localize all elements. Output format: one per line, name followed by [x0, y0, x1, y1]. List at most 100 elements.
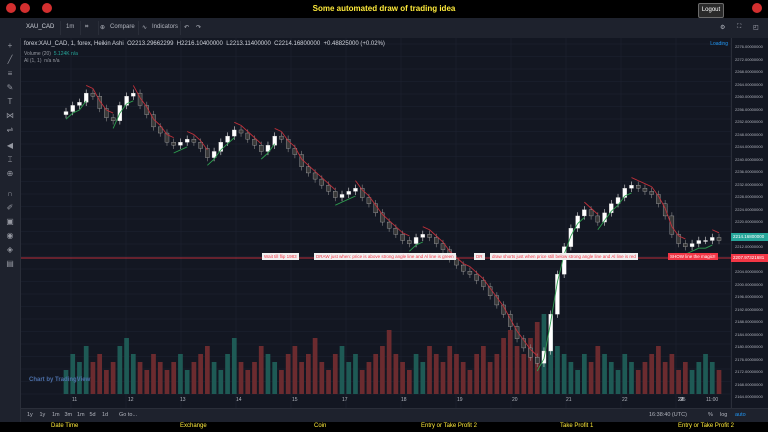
volume-label[interactable]: Volume (20) — [24, 51, 51, 57]
al-line-segment — [274, 128, 282, 132]
zoom-icon[interactable]: ⊕ — [6, 169, 14, 178]
compare-icon[interactable]: ⊕ — [100, 25, 106, 31]
time-tick: 25 — [680, 397, 686, 403]
price-axis[interactable]: 2276.00000000 2272.00000000 2268.00000000 2… — [731, 38, 768, 408]
al-line-segment — [442, 241, 451, 252]
al-label[interactable]: Al (1, 1) — [24, 58, 42, 64]
annotation-dr[interactable]: DR — [474, 253, 485, 260]
price-chart[interactable] — [21, 38, 732, 408]
price-tick: 2172.00000000 — [735, 369, 763, 374]
candle-body — [629, 185, 634, 189]
settings-icon[interactable]: ⚙ — [720, 25, 726, 31]
volume-bar — [292, 346, 298, 394]
volume-bar — [703, 354, 708, 394]
pattern-icon[interactable]: ⋈ — [6, 111, 14, 120]
tradingview-watermark[interactable]: Chart by TradingView — [29, 377, 91, 383]
al-line-segment — [153, 118, 161, 126]
range-button[interactable]: 5d — [89, 412, 96, 418]
range-button[interactable]: 1m — [52, 412, 60, 418]
alert-icon-2[interactable] — [20, 3, 30, 13]
al-line-segment — [496, 297, 504, 307]
goto-button[interactable]: Go to... — [119, 412, 138, 418]
user-icon[interactable] — [752, 3, 762, 13]
volume-bar — [198, 354, 203, 394]
al-line-segment — [227, 137, 235, 145]
candle-body — [400, 234, 405, 241]
price-tick: 2192.00000000 — [735, 306, 763, 312]
annotation-draw-long[interactable]: DRAW just when: price is above strong an… — [314, 253, 456, 260]
auto-toggle[interactable]: auto — [735, 412, 746, 418]
undo-icon[interactable]: ↶ — [184, 25, 190, 31]
range-button[interactable]: 1d — [102, 412, 109, 418]
trendline-icon[interactable]: ╱ — [7, 55, 13, 64]
al-line-segment — [604, 211, 612, 221]
al-line-segment — [503, 306, 511, 319]
lock-draw-icon[interactable]: ✐ — [6, 203, 14, 212]
volume-bar — [252, 362, 257, 394]
layers-icon[interactable]: ◈ — [6, 245, 14, 254]
percent-toggle[interactable]: % — [708, 412, 713, 418]
interval-selector[interactable]: 1m — [66, 24, 75, 30]
volume-bar — [494, 354, 500, 394]
text-icon[interactable]: T — [7, 97, 13, 106]
logout-button[interactable]: Logout — [698, 3, 724, 18]
candle-body — [615, 197, 621, 204]
brush-icon[interactable]: ✎ — [6, 83, 14, 92]
volume-bar — [104, 370, 109, 394]
price-tick: 2220.00000000 — [735, 219, 763, 224]
volume-bar — [521, 354, 527, 394]
compare-button[interactable]: Compare — [110, 24, 135, 30]
ruler-icon[interactable]: ⌶ — [7, 155, 13, 164]
range-button[interactable]: 1y — [27, 412, 33, 418]
al-line-segment — [361, 189, 370, 197]
symbol-search[interactable]: XAU_CAD — [26, 24, 55, 30]
al-line-segment — [543, 321, 552, 359]
chart-pane[interactable] — [21, 38, 732, 408]
annotation-wait[interactable]: Wait till flip 1983 — [262, 253, 299, 260]
redo-icon[interactable]: ↷ — [196, 25, 202, 31]
prediction-icon[interactable]: ⇌ — [6, 125, 14, 134]
al-line-segment — [388, 220, 397, 228]
annotation-draw-short[interactable]: draw shorts just when price still below … — [490, 253, 638, 260]
snapshot-icon[interactable]: ◰ — [753, 25, 759, 31]
log-toggle[interactable]: log — [720, 412, 728, 418]
alert-icon[interactable] — [6, 3, 16, 13]
candle-body — [467, 271, 473, 275]
fullscreen-icon[interactable]: ⛶ — [737, 24, 742, 30]
fib-icon[interactable]: ≡ — [7, 69, 13, 78]
volume-bar — [366, 362, 372, 394]
visibility-icon[interactable]: ◉ — [6, 231, 14, 240]
alert-icon-3[interactable] — [42, 3, 52, 13]
volume-bar — [676, 370, 681, 394]
annotation-magic[interactable]: SHOW line the magic!! — [668, 253, 718, 260]
back-icon[interactable]: ◀ — [6, 141, 14, 150]
legend-change: +0.48825000 (+0.02%) — [323, 41, 385, 47]
al-line-segment — [610, 204, 619, 212]
volume-bar — [117, 346, 123, 394]
time-tick: 11:00 — [706, 397, 719, 403]
indicators-button[interactable]: Indicators — [152, 24, 179, 30]
price-tick: 2180.00000000 — [735, 344, 763, 349]
magnet-icon[interactable]: ∩ — [7, 189, 13, 198]
al-line-segment — [321, 177, 329, 185]
volume-bar — [427, 346, 432, 394]
volume-bar — [326, 370, 331, 394]
volume-bar — [184, 370, 190, 394]
indicators-icon[interactable]: ∿ — [142, 25, 148, 31]
volume-bar — [622, 354, 628, 394]
range-button[interactable]: 1y — [39, 412, 46, 418]
lock-icon[interactable]: ▣ — [6, 217, 14, 226]
trash-icon[interactable]: ▤ — [6, 259, 14, 268]
volume-bar — [164, 370, 170, 394]
range-button[interactable]: 3m — [64, 412, 73, 418]
volume-bar — [137, 362, 143, 394]
range-button[interactable]: 1m — [77, 412, 85, 418]
price-tick: 2244.00000000 — [735, 144, 763, 149]
legend-series[interactable]: forex:XAU_CAD, 1, forex, Heikin Ashi — [24, 41, 124, 47]
al-line-segment — [86, 85, 94, 89]
time-display: 16:38:40 (UTC) — [649, 412, 687, 418]
volume-value: 5.124K n/a — [53, 51, 78, 57]
volume-bar — [669, 354, 675, 394]
chart-type-icon[interactable]: ⌗ — [85, 24, 89, 30]
crosshair-icon[interactable]: + — [7, 41, 13, 50]
